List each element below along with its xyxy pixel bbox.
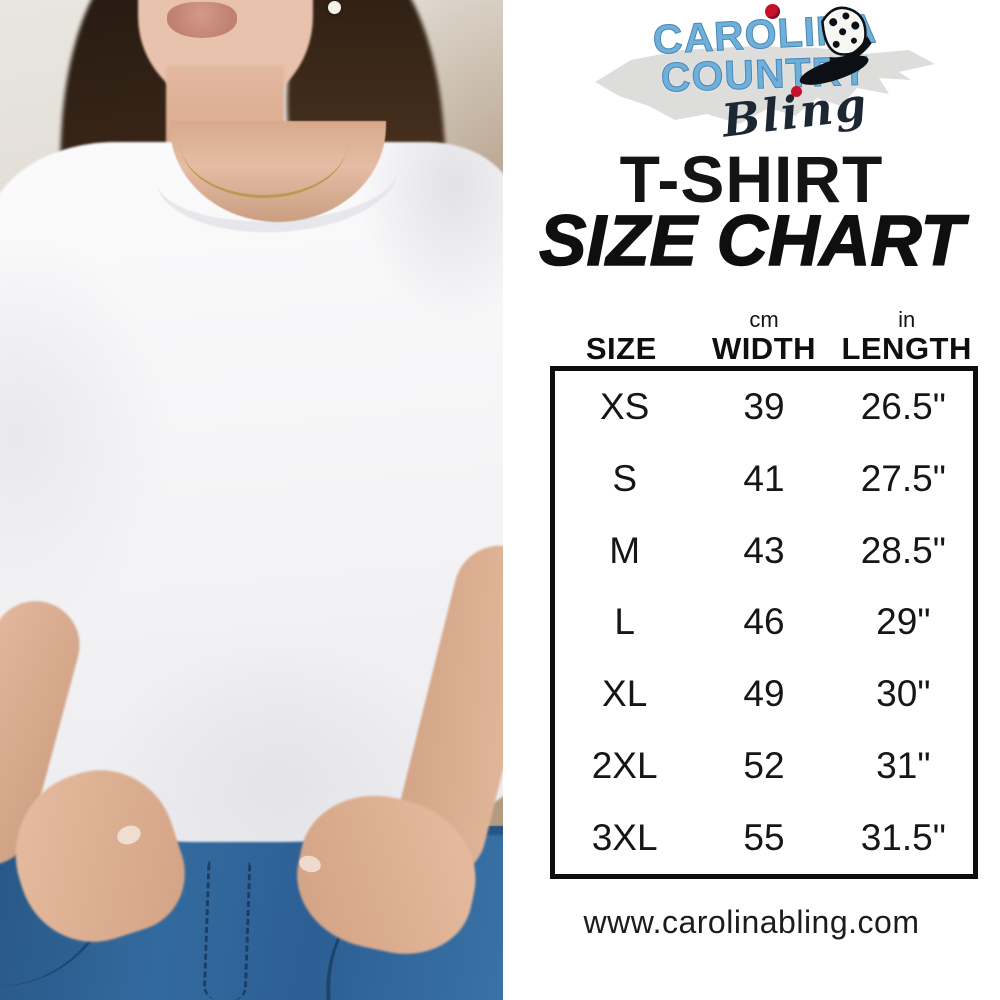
cell-width: 46: [743, 601, 785, 643]
table-row: XL 49 30": [555, 658, 973, 730]
size-table-header: SIZE cm WIDTH in LENGTH: [550, 304, 978, 366]
header-length: in LENGTH: [835, 307, 978, 366]
header-width-unit: cm: [749, 307, 779, 332]
brand-logo: CAROLINA COUNTRY Bling: [587, 4, 943, 148]
model-lips: [167, 2, 237, 38]
cell-size: 2XL: [591, 745, 658, 787]
header-size: SIZE: [550, 309, 693, 364]
cell-size: L: [614, 601, 635, 643]
header-width: cm WIDTH: [693, 307, 836, 366]
size-table: XS 39 26.5" S 41 27.5" M 43 28.5" L 46 2…: [550, 366, 978, 879]
cell-width: 55: [743, 817, 785, 859]
cell-length: 31": [876, 745, 931, 787]
header-size-label: SIZE: [585, 331, 657, 366]
website-url: www.carolinabling.com: [583, 904, 920, 940]
ladybug-icon: [765, 4, 780, 19]
cell-size: M: [609, 529, 641, 571]
cell-size: XS: [599, 385, 650, 427]
table-row: XS 39 26.5": [555, 371, 973, 443]
cell-size: S: [612, 457, 637, 499]
table-row: S 41 27.5": [555, 443, 973, 515]
gold-necklace: [180, 86, 348, 198]
cell-width: 41: [743, 457, 785, 499]
cell-width: 52: [743, 745, 785, 787]
cell-size: 3XL: [591, 817, 658, 859]
pearl-earring: [328, 1, 341, 14]
header-width-label: WIDTH: [711, 331, 817, 366]
cell-length: 28.5": [860, 529, 946, 571]
header-length-unit: in: [898, 307, 916, 332]
cell-size: XL: [602, 673, 648, 715]
table-row: 3XL 55 31.5": [555, 802, 973, 874]
red-dot-icon: [791, 86, 802, 97]
page-title: T-SHIRT: [619, 142, 884, 216]
cell-width: 43: [743, 529, 785, 571]
table-row: L 46 29": [555, 587, 973, 659]
leopard-hat-icon: [799, 6, 872, 85]
cell-width: 39: [743, 385, 785, 427]
cell-length: 26.5": [860, 385, 946, 427]
cell-length: 29": [876, 601, 931, 643]
info-panel: CAROLINA COUNTRY Bling T-SHIRT: [503, 0, 1000, 1000]
table-row: 2XL 52 31": [555, 730, 973, 802]
table-row: M 43 28.5": [555, 515, 973, 587]
cell-width: 49: [743, 673, 785, 715]
model-photo: [0, 0, 503, 1000]
cell-length: 27.5": [860, 457, 946, 499]
jeans-fly-stitching: [202, 861, 252, 1000]
cell-length: 31.5": [860, 817, 946, 859]
cell-length: 30": [876, 673, 931, 715]
header-length-label: LENGTH: [841, 331, 972, 366]
page-subtitle: SIZE CHART: [538, 202, 964, 281]
